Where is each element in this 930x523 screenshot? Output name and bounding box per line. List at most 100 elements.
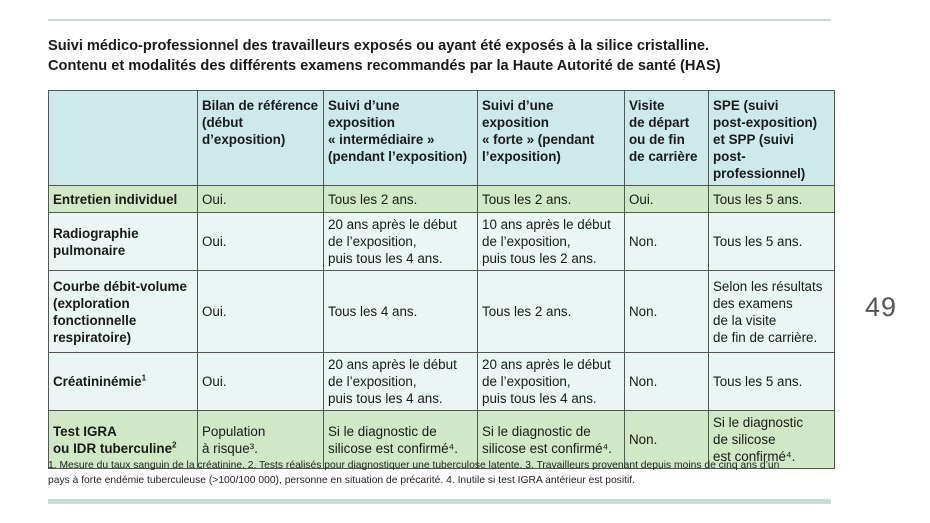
row-label-line: pulmonaire [53, 242, 193, 259]
table-cell: Non. [624, 352, 709, 411]
row-label-line: respiratoire) [53, 329, 193, 346]
column-header-line: Visite [629, 98, 665, 113]
footnote-line-2: pays à forte endémie tuberculeuse (>100/… [48, 474, 635, 486]
table-cell: 10 ans après le début de l’exposition, pui… [477, 212, 625, 271]
table-header-row: Bilan de référence (début d’exposition) Sui… [48, 90, 835, 186]
table-cell: Selon les résultats des examens de la visi… [708, 270, 835, 353]
row-label-text: ou IDR tuberculine [53, 440, 173, 456]
table-cell-line: Tous les 5 ans. [713, 234, 803, 249]
row-label: Courbe débit-volume (exploration fonctionn… [48, 270, 198, 353]
row-label-text: respiratoire) [53, 329, 132, 345]
table-cell-line: Oui. [202, 374, 227, 389]
row-label-line: (exploration [53, 295, 193, 312]
footnotes: 1. Mesure du taux sanguin de la créatini… [48, 459, 848, 488]
exam-table: Bilan de référence (début d’exposition) Sui… [48, 90, 835, 469]
table-cell-line: de la visite [713, 312, 777, 328]
table-cell: Tous les 4 ans. [323, 270, 478, 353]
table-cell-line: Si le diagnostic de [482, 423, 591, 439]
row-label-text: Test IGRA [53, 423, 117, 439]
table-cell-line: Non. [629, 304, 658, 319]
column-header-4: Visite de départ ou de fin de carrière [624, 90, 709, 186]
table-cell-line: 20 ans après le début [482, 357, 611, 372]
table-cell: Si le diagnostic de silicose est confirmé… [477, 410, 625, 469]
table-cell-line: silicose est confirmé⁴. [482, 440, 613, 456]
table-cell-line: Si le diagnostic [713, 415, 804, 430]
row-label-text: Créatininémie [53, 374, 142, 389]
table-cell-line: 20 ans après le début [328, 357, 457, 372]
table-title: Suivi médico-professionnel des travaille… [48, 36, 838, 76]
row-label-line: Radiographie [53, 225, 193, 242]
column-header-line: ou de fin [629, 132, 685, 147]
table-cell-line: 20 ans après le début [328, 217, 457, 232]
column-header-1: Bilan de référence (début d’exposition) [197, 90, 324, 186]
table-cell: Tous les 5 ans. [708, 352, 835, 411]
page-number: 49 [865, 292, 898, 322]
row-label-text: pulmonaire [53, 242, 126, 258]
column-header-line: post-professionnel) [713, 149, 806, 181]
footnote-marker: 1 [141, 373, 147, 383]
table-cell: Tous les 2 ans. [477, 270, 625, 353]
footnote-line-1: 1. Mesure du taux sanguin de la créatini… [48, 460, 780, 471]
table-cell-line: de silicose [713, 432, 776, 447]
table-cell: 20 ans après le début de l’exposition, pui… [323, 352, 478, 411]
table-cell-line: Non. [629, 374, 658, 389]
column-header-line: (pendant l’exposition) [328, 149, 468, 164]
top-rule [48, 19, 831, 21]
table-cell-line: Population [202, 423, 266, 439]
row-label-text: fonctionnelle [53, 312, 137, 328]
column-header-line: de carrière [629, 149, 698, 164]
table-cell-line: Tous les 5 ans. [713, 191, 803, 207]
column-header-line: d’exposition) [202, 132, 286, 147]
row-label: Entretien individuel [48, 185, 198, 213]
column-header-line: Bilan de référence [202, 98, 319, 113]
table-cell: Tous les 2 ans. [323, 185, 478, 213]
table-cell: Oui. [197, 185, 324, 213]
column-header-line: exposition [328, 115, 395, 130]
column-header-line: Suivi d’une [328, 98, 400, 113]
table-cell: Non. [624, 212, 709, 271]
column-header-line: « forte » (pendant [482, 132, 595, 147]
title-line-2: Contenu et modalités des différents exam… [48, 58, 721, 74]
table-cell-line: Oui. [202, 304, 227, 319]
table-cell-line: Tous les 4 ans. [328, 304, 418, 319]
table-cell-line: Oui. [202, 234, 227, 249]
column-header-line: « intermédiaire » [328, 132, 435, 147]
table-cell-line: à risque³. [202, 440, 258, 456]
table-cell-line: puis tous les 2 ans. [482, 251, 597, 266]
table-cell: Si le diagnostic de silicose est confirmé⁴… [708, 410, 835, 469]
column-header-line: post-exposition) [713, 115, 818, 130]
column-header-line: (début [202, 115, 243, 130]
table-cell-line: puis tous les 4 ans. [482, 391, 597, 406]
table-cell-line: de l’exposition, [328, 234, 417, 249]
table-cell-line: silicose est confirmé⁴. [328, 440, 459, 456]
table-cell-line: puis tous les 4 ans. [328, 251, 443, 266]
table-cell: Oui. [624, 185, 709, 213]
column-header-2: Suivi d’une exposition « intermédiaire » (p… [323, 90, 478, 186]
table-cell: Oui. [197, 352, 324, 411]
table-cell-line: Selon les résultats [713, 278, 823, 294]
table-cell: Tous les 2 ans. [477, 185, 625, 213]
table-row: Test IGRA ou IDR tuberculine2 Population à … [48, 410, 835, 469]
table-cell: Population à risque³. [197, 410, 324, 469]
table-cell-line: de l’exposition, [482, 234, 571, 249]
table-row: Créatininémie1 Oui. 20 ans après le début d… [48, 352, 835, 411]
row-label-line: Créatininémie1 [53, 373, 193, 390]
table-cell: Oui. [197, 270, 324, 353]
table-cell: 20 ans après le début de l’exposition, pui… [323, 212, 478, 271]
column-header-5: SPE (suivi post-exposition) et SPP (suivi p… [708, 90, 835, 186]
title-line-1: Suivi médico-professionnel des travaille… [48, 38, 710, 54]
table-cell-line: Oui. [202, 191, 227, 207]
table-cell: Non. [624, 410, 709, 469]
row-label-text: Courbe débit-volume [53, 278, 187, 294]
table-cell-line: Non. [629, 432, 658, 447]
column-header-line: SPE (suivi [713, 98, 779, 113]
row-label-line: Entretien individuel [53, 191, 193, 208]
table-row: Radiographie pulmonaire Oui. 20 ans après l… [48, 212, 835, 271]
table-cell: 20 ans après le début de l’exposition, pui… [477, 352, 625, 411]
row-label: Créatininémie1 [48, 352, 198, 411]
row-label-line: Courbe débit-volume [53, 278, 193, 295]
row-label-line: fonctionnelle [53, 312, 193, 329]
row-label-text: Radiographie [53, 225, 139, 241]
table-cell: Tous les 5 ans. [708, 212, 835, 271]
table-cell-line: Tous les 2 ans. [482, 304, 572, 319]
